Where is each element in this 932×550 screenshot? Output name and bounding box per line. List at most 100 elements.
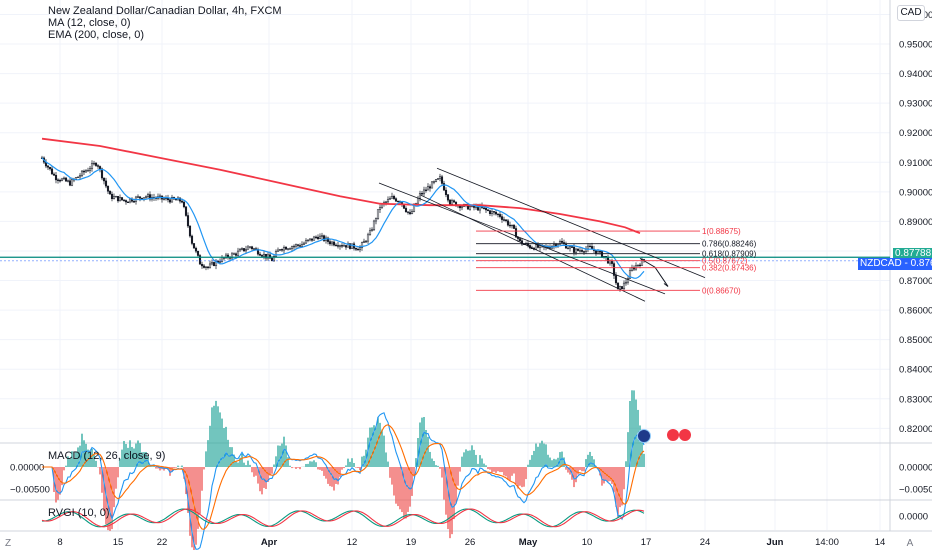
candle-body: [406, 211, 410, 213]
candle-body: [312, 236, 316, 241]
candle-body: [336, 245, 340, 247]
candle-body: [110, 193, 114, 199]
event-flag-icon[interactable]: [637, 429, 651, 443]
candle-body: [328, 241, 332, 245]
candle-body: [408, 212, 412, 214]
candle-body: [450, 200, 454, 205]
candle-body: [638, 264, 642, 267]
candle-body: [558, 241, 562, 245]
candle-body: [300, 244, 304, 247]
candle-body: [258, 253, 262, 256]
chart-drawings[interactable]: [0, 167, 890, 302]
price-tick-label: 0.85000: [899, 335, 932, 346]
candle-body: [270, 258, 274, 262]
candle-body: [132, 201, 136, 203]
candle-body: [304, 240, 308, 244]
candle-body: [282, 247, 286, 251]
candle-body: [100, 168, 104, 179]
candle-body: [420, 193, 424, 195]
candle-body: [248, 246, 252, 248]
candle-body: [366, 234, 370, 242]
candle-body: [614, 275, 618, 284]
candle-body: [120, 197, 124, 201]
candle-body: [362, 240, 366, 243]
candle-body: [102, 177, 106, 182]
candle-body: [586, 245, 590, 250]
candle-body: [114, 196, 118, 198]
rvgi-tick-label: 0.0000: [899, 512, 928, 523]
candle-body: [444, 189, 448, 195]
candle-body: [582, 251, 586, 253]
event-earnings-icon[interactable]: [667, 429, 679, 441]
candle-body: [186, 215, 190, 227]
candle-body: [240, 248, 244, 250]
candle-body: [210, 262, 214, 265]
macd-signal-line: [42, 424, 645, 530]
auto-scale-button[interactable]: A: [906, 538, 914, 549]
symbol-price-tag: NZDCAD - 0.87665: [858, 258, 932, 270]
price-tick-label: 0.95000: [899, 40, 932, 51]
candle-body: [504, 219, 508, 222]
candle-body: [320, 235, 324, 237]
time-tick-label: 14: [875, 537, 886, 548]
candle-body: [322, 235, 326, 241]
candle-body: [46, 165, 50, 168]
price-tick-label: 0.89000: [899, 217, 932, 228]
price-axis[interactable]: 0.960000.950000.940000.930000.920000.910…: [899, 10, 932, 435]
rvgi-legend[interactable]: RVGI (10, 0): [48, 507, 110, 519]
zoom-button[interactable]: Z: [4, 538, 12, 549]
time-axis[interactable]: 8 15 22 Apr 12 19 26 May 10 17 24 Jun 14:00 14: [57, 537, 885, 548]
candle-body: [118, 197, 122, 202]
candle-body: [612, 263, 616, 276]
candle-body: [330, 241, 334, 245]
candle-body: [516, 237, 520, 239]
candle-body: [298, 245, 302, 247]
candle-body: [576, 248, 580, 251]
price-tick-label: 0.84000: [899, 365, 932, 376]
fib-level-label: 0.618(0.87909): [702, 250, 757, 259]
candle-body: [144, 196, 148, 198]
last-price-tag: 0.87788: [893, 248, 932, 260]
candle-body: [88, 168, 92, 171]
candle-body: [68, 180, 72, 186]
candle-body: [340, 245, 344, 247]
currency-badge[interactable]: CAD: [897, 5, 925, 21]
macd-tick-label: 0.00000: [10, 463, 44, 474]
candle-body: [502, 219, 506, 221]
time-tick-label: 14:00: [815, 537, 839, 548]
fibonacci-retracement[interactable]: 1(0.88675)0.786(0.88246)0.618(0.87909)0.…: [476, 227, 757, 295]
candle-body: [488, 210, 492, 214]
time-tick-label: Jun: [767, 537, 784, 548]
candle-body: [316, 236, 320, 240]
candle-body: [188, 225, 192, 237]
candle-body: [52, 173, 56, 176]
candle-body: [236, 250, 240, 256]
candle-body: [66, 180, 70, 182]
candle-body: [78, 175, 82, 178]
candle-body: [128, 198, 132, 203]
macd-tick-label: −0.00500: [10, 485, 50, 496]
price-tick-label: 0.86000: [899, 306, 932, 317]
candle-body: [492, 211, 496, 213]
projection-arrowhead: [663, 283, 669, 287]
candle-body: [60, 178, 64, 181]
candle-body: [616, 282, 620, 290]
candle-body: [262, 253, 266, 257]
candle-body: [580, 250, 584, 252]
candle-body: [364, 240, 368, 243]
candle-body: [108, 190, 112, 195]
macd-legend[interactable]: MACD (12, 26, close, 9): [48, 450, 166, 462]
candle-body: [314, 236, 318, 239]
candle-body: [296, 244, 300, 246]
candle-body: [308, 238, 312, 241]
ma-legend[interactable]: MA (12, close, 0): [48, 17, 131, 29]
ema-legend[interactable]: EMA (200, close, 0): [48, 29, 144, 41]
candle-body: [92, 162, 96, 165]
time-tick-label: 22: [157, 537, 168, 548]
candle-body: [434, 179, 438, 182]
candle-body: [232, 253, 236, 255]
event-dividend-icon[interactable]: [679, 429, 691, 441]
candle-body: [200, 264, 204, 267]
candle-body: [126, 201, 130, 203]
